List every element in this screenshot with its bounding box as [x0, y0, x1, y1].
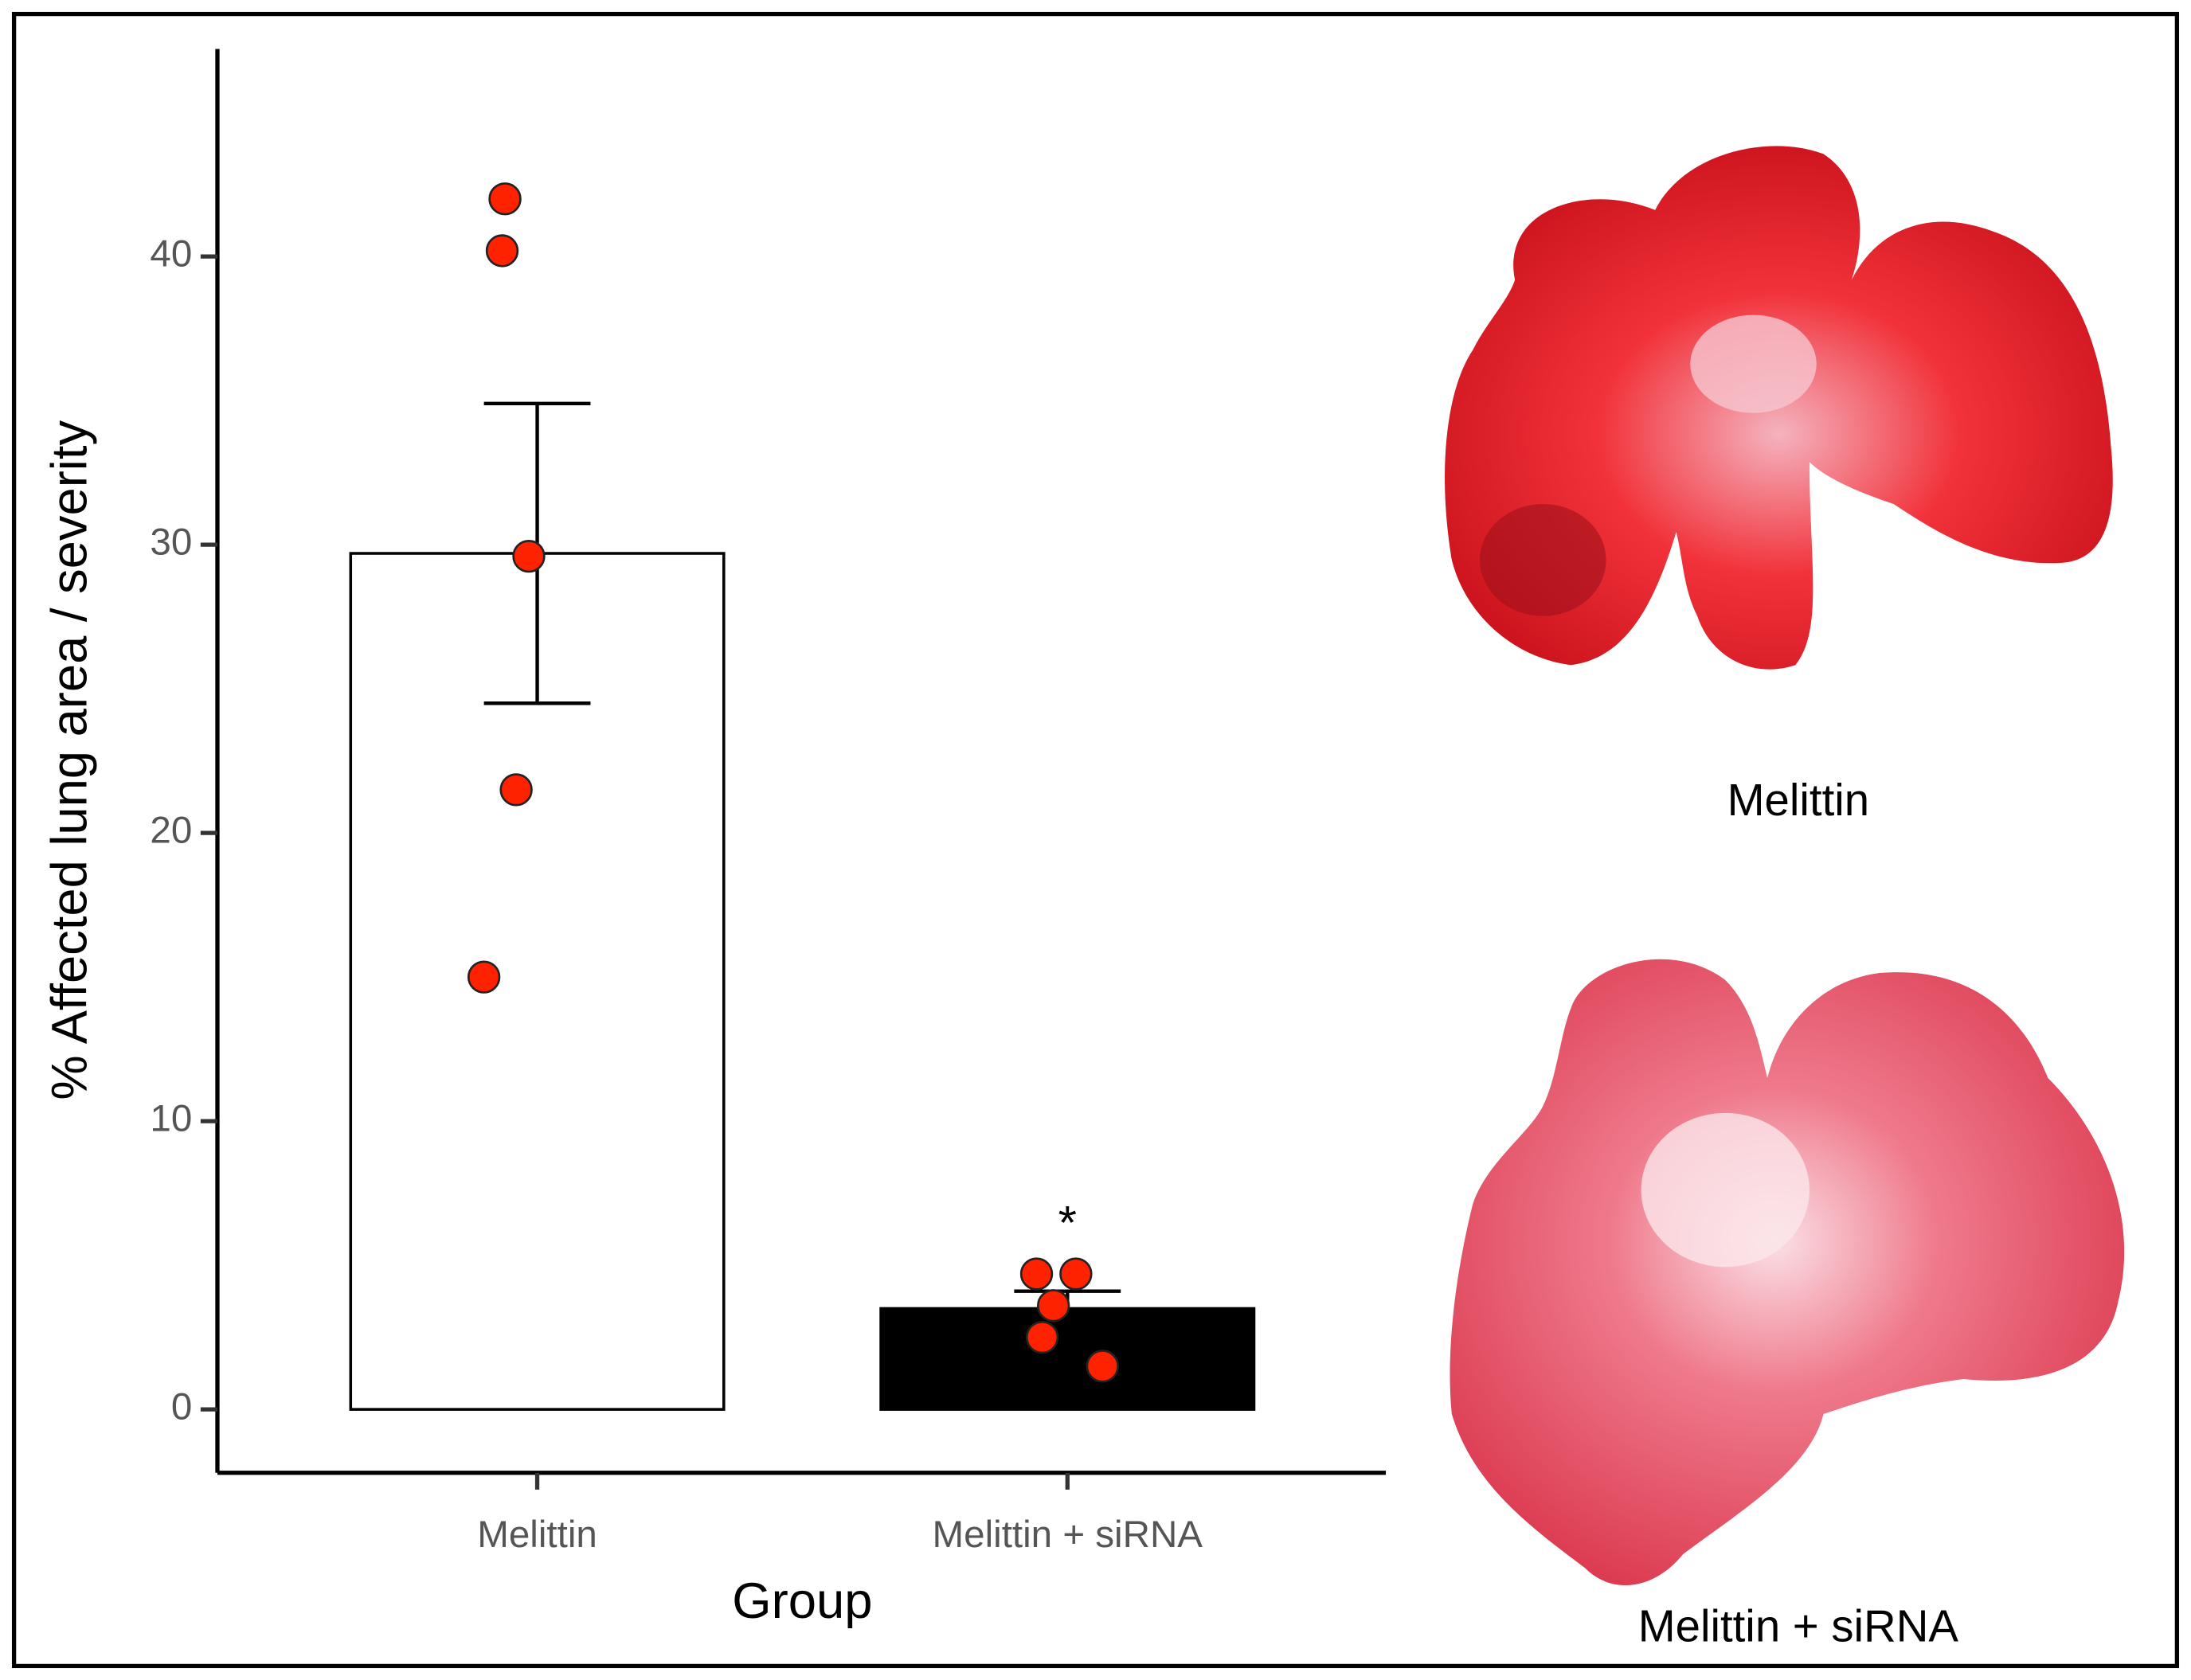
- data-point: [467, 960, 501, 994]
- data-point: [499, 773, 533, 807]
- data-point: [485, 234, 519, 268]
- data-point: [512, 539, 546, 573]
- data-point: [1086, 1350, 1120, 1383]
- x-axis-title: Group: [732, 1573, 872, 1629]
- significance-marker: *: [1058, 1196, 1077, 1249]
- data-point: [1059, 1257, 1093, 1291]
- lung-photo-melittin-sirna: [1450, 959, 2125, 1586]
- x-tick-label: Melittin + siRNA: [933, 1514, 1203, 1556]
- data-point: [488, 182, 522, 216]
- y-tick-label: 40: [150, 233, 192, 275]
- image-caption: Melittin + siRNA: [1638, 1601, 1959, 1651]
- image-caption: Melittin: [1727, 775, 1869, 825]
- lung-photo-melittin: [1445, 146, 2113, 670]
- data-point: [1025, 1320, 1059, 1354]
- data-point: [1036, 1289, 1070, 1323]
- data-point: [1019, 1257, 1054, 1291]
- x-tick-label: Melittin: [477, 1514, 597, 1556]
- y-axis-title: % Affected lung area / severity: [41, 420, 97, 1100]
- y-tick-label: 30: [150, 522, 192, 564]
- y-tick-label: 20: [150, 810, 192, 852]
- y-tick-label: 0: [171, 1386, 192, 1428]
- y-tick-label: 10: [150, 1098, 192, 1140]
